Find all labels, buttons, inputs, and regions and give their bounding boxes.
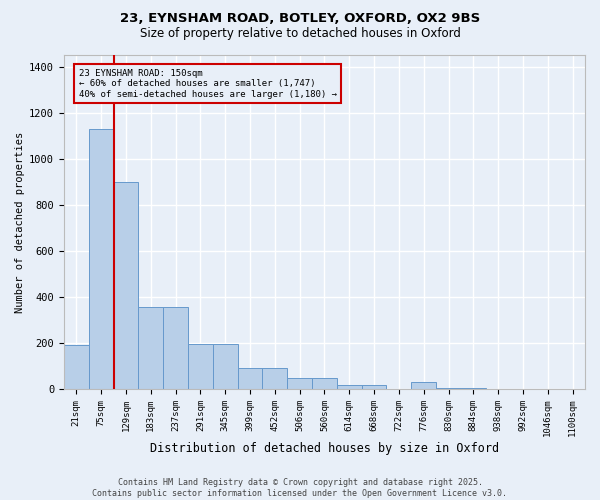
Bar <box>188 344 213 389</box>
Bar <box>64 344 89 389</box>
Bar <box>362 385 386 389</box>
Text: Contains HM Land Registry data © Crown copyright and database right 2025.
Contai: Contains HM Land Registry data © Crown c… <box>92 478 508 498</box>
Bar <box>436 388 461 389</box>
Bar <box>312 378 337 389</box>
Bar <box>213 344 238 389</box>
Bar <box>262 368 287 389</box>
Bar <box>163 308 188 389</box>
X-axis label: Distribution of detached houses by size in Oxford: Distribution of detached houses by size … <box>150 442 499 455</box>
Bar <box>139 308 163 389</box>
Text: Size of property relative to detached houses in Oxford: Size of property relative to detached ho… <box>140 28 460 40</box>
Bar <box>461 388 486 389</box>
Text: 23, EYNSHAM ROAD, BOTLEY, OXFORD, OX2 9BS: 23, EYNSHAM ROAD, BOTLEY, OXFORD, OX2 9B… <box>120 12 480 26</box>
Bar <box>238 368 262 389</box>
Bar <box>287 378 312 389</box>
Text: 23 EYNSHAM ROAD: 150sqm
← 60% of detached houses are smaller (1,747)
40% of semi: 23 EYNSHAM ROAD: 150sqm ← 60% of detache… <box>79 69 337 98</box>
Bar <box>411 382 436 389</box>
Bar <box>89 128 113 389</box>
Bar <box>337 385 362 389</box>
Y-axis label: Number of detached properties: Number of detached properties <box>15 132 25 312</box>
Bar <box>113 182 139 389</box>
